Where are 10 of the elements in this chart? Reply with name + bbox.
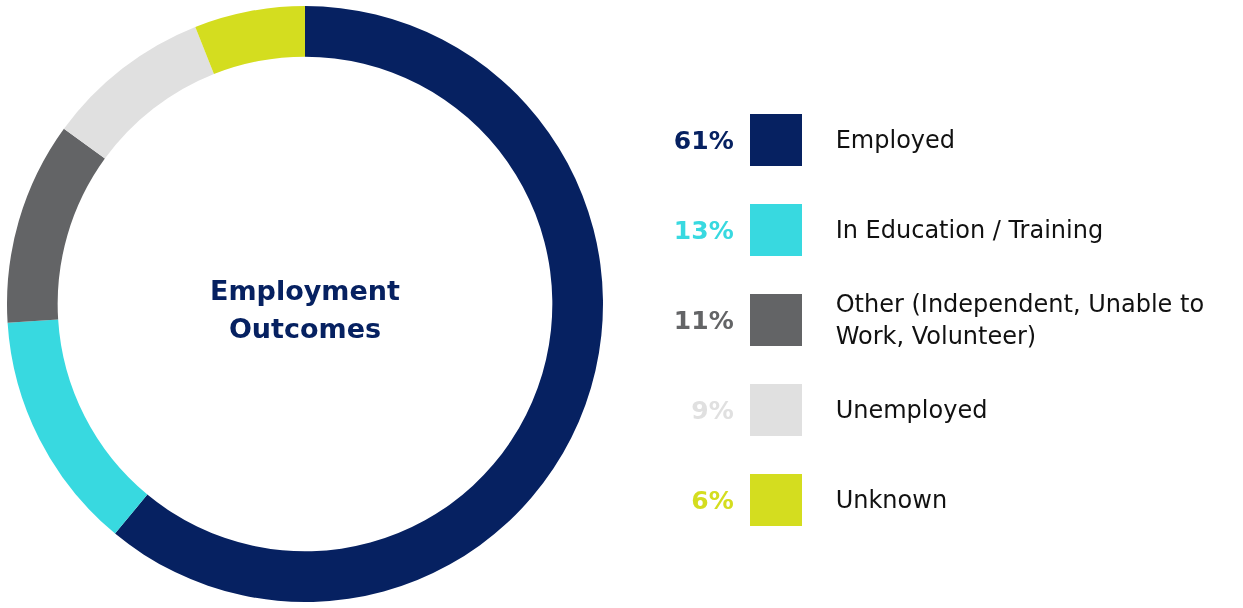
data-label: 13% (672, 215, 735, 245)
legend-label: Unknown (835, 485, 949, 516)
legend-label: Other (Independent, Unable to Work, Volunteer) (835, 289, 1206, 352)
data-label: 61% (672, 125, 735, 155)
legend-label: Employed (835, 125, 957, 156)
legend-label: In Education / Training (835, 215, 1105, 246)
text: Employment Outcomes (209, 274, 401, 346)
data-label: 6% (690, 485, 735, 515)
legend-label: Unemployed (835, 395, 989, 426)
data-label: 11% (672, 305, 735, 335)
